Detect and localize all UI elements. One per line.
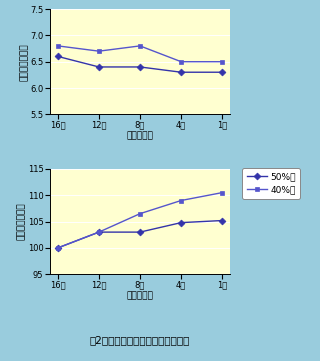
40%区 xyxy=(138,212,142,216)
X-axis label: 分娩前週数: 分娩前週数 xyxy=(127,291,153,300)
40%区 xyxy=(179,198,183,203)
X-axis label: 分娩前週数: 分娩前週数 xyxy=(127,131,153,140)
50%区 xyxy=(97,230,101,234)
50%区 xyxy=(179,221,183,225)
Text: 囲2　体重及び血浆総蛋白量の推移: 囲2 体重及び血浆総蛋白量の推移 xyxy=(90,335,190,345)
40%区 xyxy=(220,191,224,195)
40%区 xyxy=(56,246,60,250)
Y-axis label: 増加割合（％）: 増加割合（％） xyxy=(17,203,26,240)
50%区 xyxy=(56,246,60,250)
50%区 xyxy=(138,230,142,234)
40%区 xyxy=(97,230,101,234)
Line: 50%区: 50%区 xyxy=(55,218,225,250)
Legend: 50%区, 40%区: 50%区, 40%区 xyxy=(242,168,300,199)
Y-axis label: 総蛋白量（％）: 総蛋白量（％） xyxy=(20,43,29,81)
50%区 xyxy=(220,218,224,223)
Line: 40%区: 40%区 xyxy=(55,190,225,250)
